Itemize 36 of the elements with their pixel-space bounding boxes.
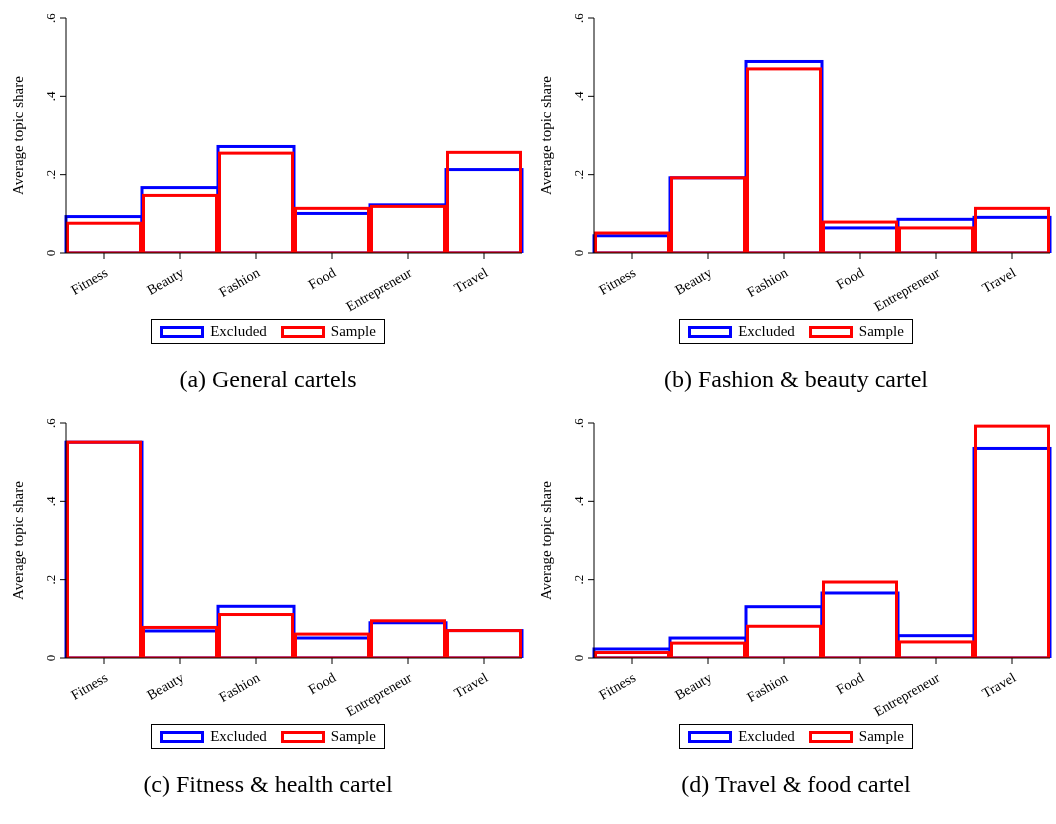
- y-tick-label: .6: [570, 417, 586, 428]
- y-tick-label: 0: [42, 654, 58, 662]
- y-tick-label: .6: [42, 417, 58, 428]
- y-tick-label: .6: [42, 12, 58, 23]
- x-tick-label: Food: [833, 264, 867, 293]
- text: (b) Fashion & beauty cartel: [664, 366, 928, 393]
- y-tick-label: .4: [42, 495, 58, 507]
- y-axis-title: Average topic share: [538, 480, 555, 600]
- y-axis-title: Average topic share: [10, 75, 27, 195]
- text: (d) Travel & food cartel: [681, 771, 911, 798]
- legend-label: Sample: [330, 323, 376, 340]
- text: (c) Fitness & health cartel: [143, 771, 393, 798]
- x-tick-label: Food: [305, 669, 339, 698]
- y-tick-label: .2: [42, 169, 58, 180]
- y-tick-label: 0: [42, 249, 58, 257]
- legend-label: Sample: [330, 728, 376, 745]
- y-tick-label: 0: [570, 249, 586, 257]
- y-tick-label: 0: [570, 654, 586, 662]
- y-tick-label: .4: [42, 90, 58, 102]
- text: (a) General cartels: [179, 366, 357, 393]
- y-axis-title: Average topic share: [10, 480, 27, 600]
- legend-label: Sample: [858, 728, 904, 745]
- legend-label: Excluded: [738, 323, 795, 340]
- y-axis-title: Average topic share: [538, 75, 555, 195]
- y-tick-label: .6: [570, 12, 586, 23]
- y-tick-label: .4: [570, 90, 586, 102]
- y-tick-label: .2: [570, 574, 586, 585]
- y-tick-label: .2: [42, 574, 58, 585]
- y-tick-label: .4: [570, 495, 586, 507]
- legend-label: Sample: [858, 323, 904, 340]
- legend-label: Excluded: [210, 728, 267, 745]
- x-tick-label: Food: [305, 264, 339, 293]
- x-tick-label: Food: [833, 669, 867, 698]
- y-tick-label: .2: [570, 169, 586, 180]
- legend-label: Excluded: [738, 728, 795, 745]
- legend-label: Excluded: [210, 323, 267, 340]
